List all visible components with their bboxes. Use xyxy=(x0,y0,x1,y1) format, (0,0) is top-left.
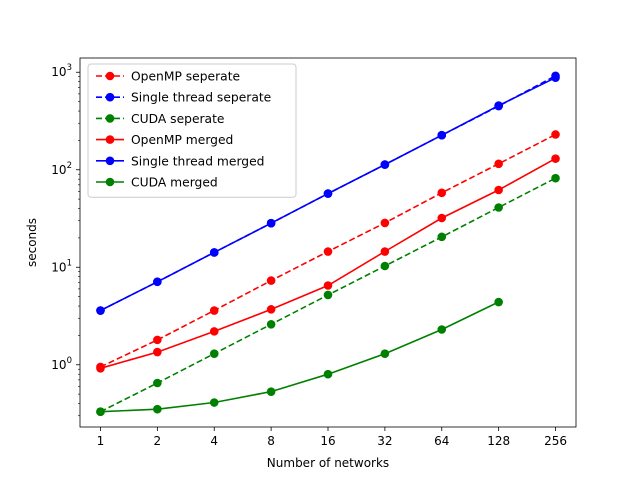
x-tick-label: 2 xyxy=(154,434,162,448)
legend-marker xyxy=(105,71,115,81)
data-point xyxy=(551,130,560,139)
y-tick-exponent: 0 xyxy=(67,356,72,366)
x-tick-label: 256 xyxy=(544,434,567,448)
legend-box xyxy=(87,63,297,198)
series-5 xyxy=(96,297,503,417)
legend-label: Single thread seperate xyxy=(131,91,271,105)
data-point xyxy=(266,320,276,329)
legend-label: CUDA seperate xyxy=(131,112,224,126)
data-point xyxy=(266,276,276,285)
x-axis-label: Number of networks xyxy=(267,456,389,470)
legend-marker xyxy=(105,156,115,166)
y-tick-label: 102 xyxy=(51,161,72,177)
data-point xyxy=(209,398,219,407)
y-tick-label: 103 xyxy=(51,63,72,79)
data-point xyxy=(266,387,276,396)
legend-label: OpenMP merged xyxy=(131,133,233,147)
y-tick-exponent: 1 xyxy=(67,258,72,268)
y-tick-base: 10 xyxy=(51,260,66,274)
data-point xyxy=(494,185,503,195)
legend-entry: Single thread merged xyxy=(96,154,265,168)
data-point xyxy=(380,218,390,228)
data-point xyxy=(380,349,390,358)
data-point xyxy=(437,232,447,242)
data-point xyxy=(96,407,105,417)
data-point xyxy=(266,218,276,228)
data-point xyxy=(209,327,219,336)
y-tick-exponent: 2 xyxy=(67,161,72,171)
legend-marker xyxy=(105,135,115,144)
data-point xyxy=(380,261,390,271)
y-tick-label: 100 xyxy=(51,356,72,372)
x-tick-label: 4 xyxy=(210,434,218,448)
legend-marker xyxy=(105,114,115,123)
y-axis-label: seconds xyxy=(25,218,39,267)
y-tick-base: 10 xyxy=(51,163,66,177)
data-point xyxy=(437,188,447,198)
legend-label: CUDA merged xyxy=(131,176,218,190)
legend-entry: Single thread seperate xyxy=(96,91,271,105)
x-tick-label: 8 xyxy=(267,434,275,448)
data-point xyxy=(153,404,162,414)
series-4 xyxy=(96,73,560,315)
data-point xyxy=(551,154,560,163)
y-tick-base: 10 xyxy=(51,358,66,372)
data-point xyxy=(96,363,105,373)
data-point xyxy=(323,189,333,198)
x-tick-label: 16 xyxy=(320,434,335,448)
data-point xyxy=(494,297,503,307)
y-tick-exponent: 3 xyxy=(67,63,72,73)
data-point xyxy=(153,335,162,345)
y-tick-base: 10 xyxy=(51,65,66,79)
legend-entry: CUDA seperate xyxy=(96,112,224,126)
data-point xyxy=(209,349,219,358)
data-point xyxy=(494,203,503,212)
data-point xyxy=(153,347,162,357)
data-point xyxy=(323,247,333,256)
series-3 xyxy=(96,154,560,373)
legend-label: Single thread merged xyxy=(131,154,265,168)
data-point xyxy=(209,306,219,315)
legend: OpenMP seperate Single thread seperate CUD… xyxy=(87,63,297,198)
data-point xyxy=(437,213,447,223)
series-2 xyxy=(96,173,560,417)
x-tick-label: 64 xyxy=(434,434,449,448)
data-point xyxy=(323,369,333,379)
data-point xyxy=(551,73,560,82)
data-point xyxy=(323,281,333,290)
data-point xyxy=(437,325,447,334)
data-point xyxy=(153,277,162,287)
series-layer xyxy=(96,71,560,417)
data-point xyxy=(209,248,219,257)
series-line xyxy=(100,301,499,413)
legend-marker xyxy=(105,92,115,102)
legend-entry: CUDA merged xyxy=(96,176,218,190)
y-tick-label: 101 xyxy=(51,258,72,274)
x-tick-label: 128 xyxy=(487,434,510,448)
x-tick-label: 32 xyxy=(377,434,392,448)
x-axis: 1 2 4 8 16 32 64 128 256 xyxy=(97,427,567,448)
legend-label: OpenMP seperate xyxy=(131,70,240,84)
data-point xyxy=(266,305,276,314)
data-point xyxy=(380,247,390,256)
data-point xyxy=(551,173,560,183)
legend-marker xyxy=(105,177,115,187)
x-tick-label: 1 xyxy=(97,434,105,448)
data-point xyxy=(494,159,503,169)
data-point xyxy=(153,378,162,388)
data-point xyxy=(380,160,390,169)
data-point xyxy=(437,130,447,140)
data-point xyxy=(96,306,105,315)
data-point xyxy=(494,101,503,110)
legend-entry: OpenMP seperate xyxy=(96,70,240,84)
legend-entry: OpenMP merged xyxy=(96,133,233,147)
data-point xyxy=(323,290,333,300)
